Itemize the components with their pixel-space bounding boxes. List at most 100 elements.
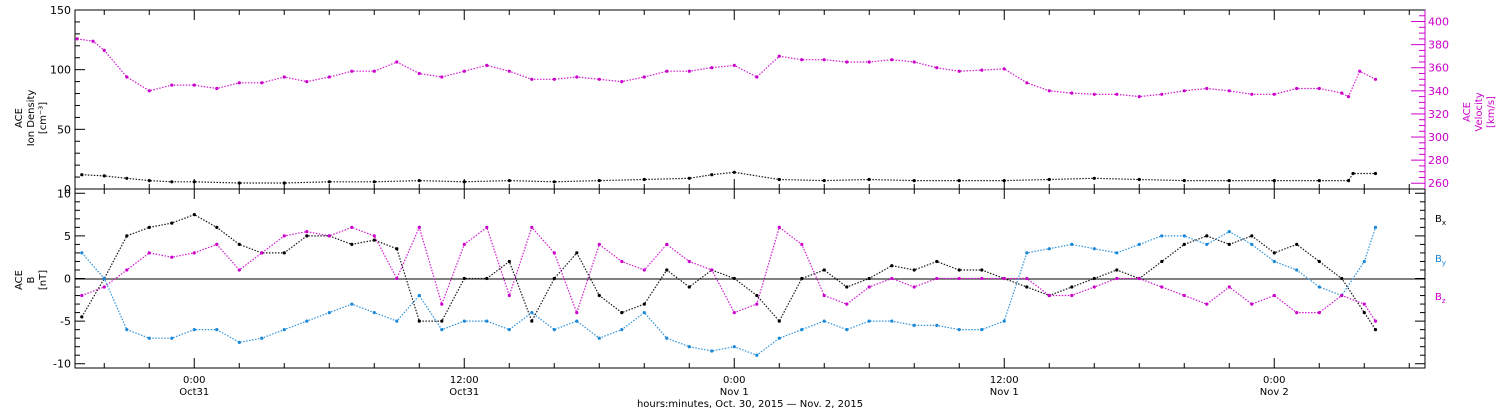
point-by — [530, 311, 534, 315]
point-density — [687, 176, 691, 180]
x-tick-label-date: Nov 1 — [990, 387, 1019, 398]
point-bz — [1272, 293, 1276, 298]
density-velocity-plot — [75, 37, 1378, 185]
point-by — [867, 319, 871, 323]
magnetic-field-plot — [80, 213, 1378, 357]
point-by — [170, 336, 174, 340]
point-bz — [1002, 276, 1006, 281]
point-bx — [1160, 259, 1164, 264]
point-velocity — [260, 81, 264, 85]
density-ylabel-line3: [cm⁻³] — [38, 102, 49, 134]
point-by — [1047, 247, 1051, 251]
bfield-y-tick-label: 0 — [64, 273, 71, 286]
point-density — [597, 179, 601, 183]
point-bz — [1092, 285, 1096, 289]
bfield-ylabel-line1: ACE — [14, 270, 25, 290]
point-velocity — [552, 77, 556, 81]
point-by — [935, 323, 939, 327]
density-ylabel-line2: Ion Density — [26, 90, 37, 147]
point-bx — [350, 242, 354, 246]
point-bx — [125, 234, 129, 238]
point-bz — [665, 242, 669, 246]
point-density — [552, 180, 556, 184]
velocity-y-tick-label: 280 — [1428, 154, 1449, 167]
point-by — [1160, 234, 1164, 238]
point-by — [147, 336, 151, 340]
point-velocity — [1070, 91, 1074, 95]
point-by — [327, 311, 331, 315]
point-velocity — [170, 83, 174, 87]
point-by — [890, 319, 894, 323]
point-bx — [80, 315, 84, 319]
point-bx — [575, 251, 579, 255]
point-bx — [1025, 285, 1029, 289]
point-bx — [147, 225, 151, 229]
point-bz — [980, 276, 984, 281]
point-velocity — [237, 81, 241, 85]
point-velocity — [980, 68, 984, 72]
point-bz — [147, 251, 151, 255]
point-by — [417, 293, 421, 298]
point-by — [980, 328, 984, 332]
point-bx — [1115, 268, 1119, 272]
point-bx — [957, 268, 961, 272]
point-bz — [462, 242, 466, 246]
point-by — [80, 251, 84, 255]
point-by — [1002, 319, 1006, 323]
point-velocity — [507, 69, 511, 73]
density-velocity-panel-frame — [74, 9, 1426, 190]
point-velocity — [1340, 91, 1344, 95]
point-bx — [642, 302, 646, 306]
point-velocity — [1346, 95, 1351, 99]
point-velocity — [125, 75, 129, 79]
point-bz — [125, 268, 129, 272]
point-bz — [957, 276, 961, 281]
point-bz — [282, 234, 286, 238]
velocity-y-tick-label: 360 — [1428, 62, 1449, 75]
point-by — [507, 328, 511, 332]
legend-bz-label: B — [1435, 292, 1442, 303]
point-bz — [642, 268, 646, 272]
bfield-y-tick-label: -10 — [53, 358, 71, 371]
point-by — [462, 319, 466, 323]
point-bx — [1340, 276, 1344, 281]
bfield-y-tick-label: 10 — [57, 187, 71, 200]
point-by — [282, 328, 286, 332]
point-bz — [552, 251, 556, 255]
legend-bz: Bz — [1435, 292, 1446, 305]
point-velocity — [91, 39, 95, 43]
point-velocity — [75, 37, 79, 41]
point-bz — [1362, 302, 1366, 306]
point-by — [215, 328, 219, 332]
point-density — [80, 173, 84, 177]
point-bz — [890, 276, 894, 281]
point-bz — [755, 302, 759, 306]
point-by — [1317, 285, 1321, 289]
point-bx — [1250, 234, 1254, 238]
point-bz — [777, 225, 781, 229]
point-bz — [1295, 311, 1299, 315]
point-by — [1025, 251, 1029, 255]
point-velocity — [485, 63, 489, 67]
point-bx — [1272, 251, 1276, 255]
point-bx — [552, 276, 556, 281]
point-bz — [1250, 302, 1254, 306]
density-y-tick-label: 0 — [64, 183, 71, 196]
point-velocity — [372, 69, 376, 73]
point-by — [732, 345, 736, 349]
point-velocity — [710, 66, 714, 70]
point-bx — [215, 225, 219, 229]
point-bx — [1317, 259, 1321, 264]
point-by — [575, 319, 579, 323]
velocity-y-tick-label: 340 — [1428, 85, 1449, 98]
point-bz — [102, 285, 106, 289]
point-bx — [800, 276, 804, 281]
velocity-y-tick-label: 400 — [1428, 16, 1449, 29]
point-bz — [620, 259, 624, 264]
bfield-y-tick-label: 5 — [64, 230, 71, 243]
point-density — [192, 180, 196, 184]
point-by — [237, 340, 241, 344]
velocity-y-tick-label: 320 — [1428, 108, 1449, 121]
point-velocity — [912, 60, 916, 64]
point-density — [170, 180, 174, 184]
